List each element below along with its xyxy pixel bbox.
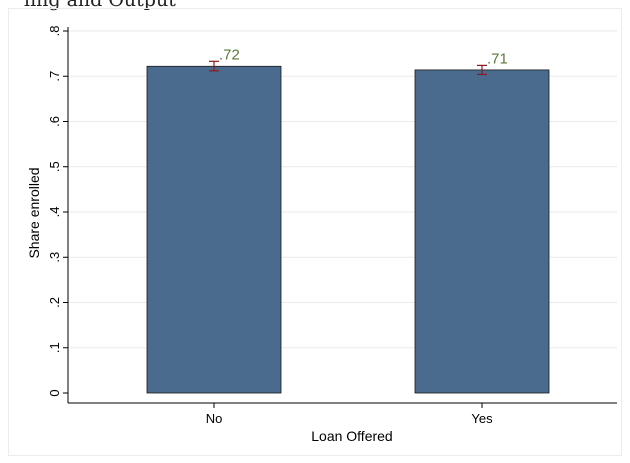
- bars: .72 .71: [146, 46, 550, 394]
- y-tick-label-3: .3: [47, 252, 62, 263]
- y-tick-label-5: .5: [47, 161, 62, 172]
- error-bar-yes: [477, 64, 487, 76]
- data-label-no: .72: [219, 46, 240, 63]
- error-bar-no: [209, 60, 219, 72]
- bar-no: [146, 65, 282, 394]
- x-tick-label-yes: Yes: [471, 411, 493, 426]
- y-axis-title: Share enrolled: [26, 167, 42, 258]
- x-tick-label-no: No: [206, 411, 223, 426]
- bar-yes: [414, 69, 550, 394]
- x-axis-title: Loan Offered: [311, 428, 392, 444]
- data-label-yes: .71: [487, 50, 508, 67]
- page-title: ling and Output: [24, 0, 176, 11]
- axes: 0 .1 .2 .3 .4 .5 .6 .7 .8 No Yes: [47, 26, 617, 426]
- y-tick-label-4: .4: [47, 207, 62, 218]
- y-tick-label-7: .7: [47, 71, 62, 82]
- y-tick-label-1: .1: [47, 342, 62, 353]
- y-tick-label-8: .8: [47, 26, 62, 37]
- y-tick-label-0: 0: [47, 389, 62, 396]
- y-tick-label-6: .6: [47, 116, 62, 127]
- y-tick-label-2: .2: [47, 297, 62, 308]
- plot-frame: [8, 8, 622, 456]
